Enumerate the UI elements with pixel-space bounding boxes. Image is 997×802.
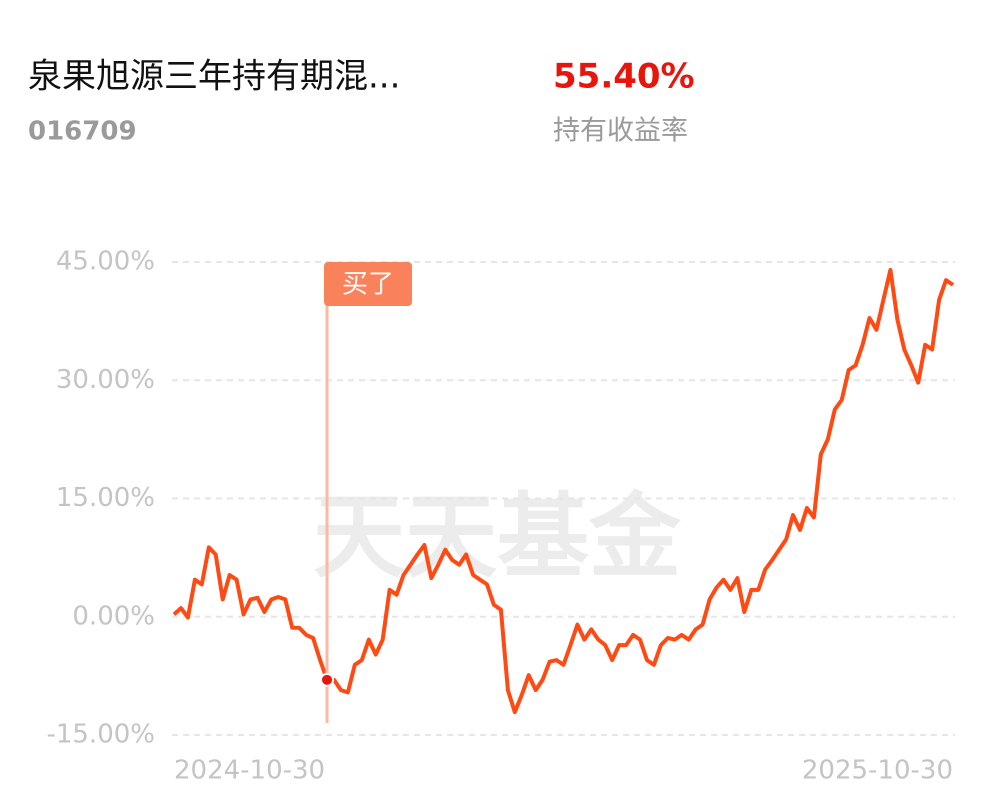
return-value: 55.40%: [553, 57, 695, 97]
buy-flag: [324, 262, 413, 306]
y-tick-label: 0.00%: [72, 601, 155, 631]
return-label: 持有收益率: [553, 116, 688, 147]
y-tick-label: -15.00%: [46, 720, 155, 750]
fund-title: 泉果旭源三年持有期混...: [28, 57, 400, 97]
buy-point: [320, 672, 335, 687]
buy-label: 买了: [342, 270, 394, 300]
y-tick-label: 15.00%: [56, 483, 155, 513]
x-tick-label: 2024-10-30: [174, 756, 325, 786]
line-series: [172, 267, 955, 715]
y-tick-label: 30.00%: [56, 365, 155, 395]
watermark: 天天基金: [313, 483, 682, 591]
fund-code: 016709: [28, 117, 137, 147]
y-tick-label: 45.00%: [56, 247, 155, 277]
x-tick-label: 2025-10-30: [802, 756, 953, 786]
